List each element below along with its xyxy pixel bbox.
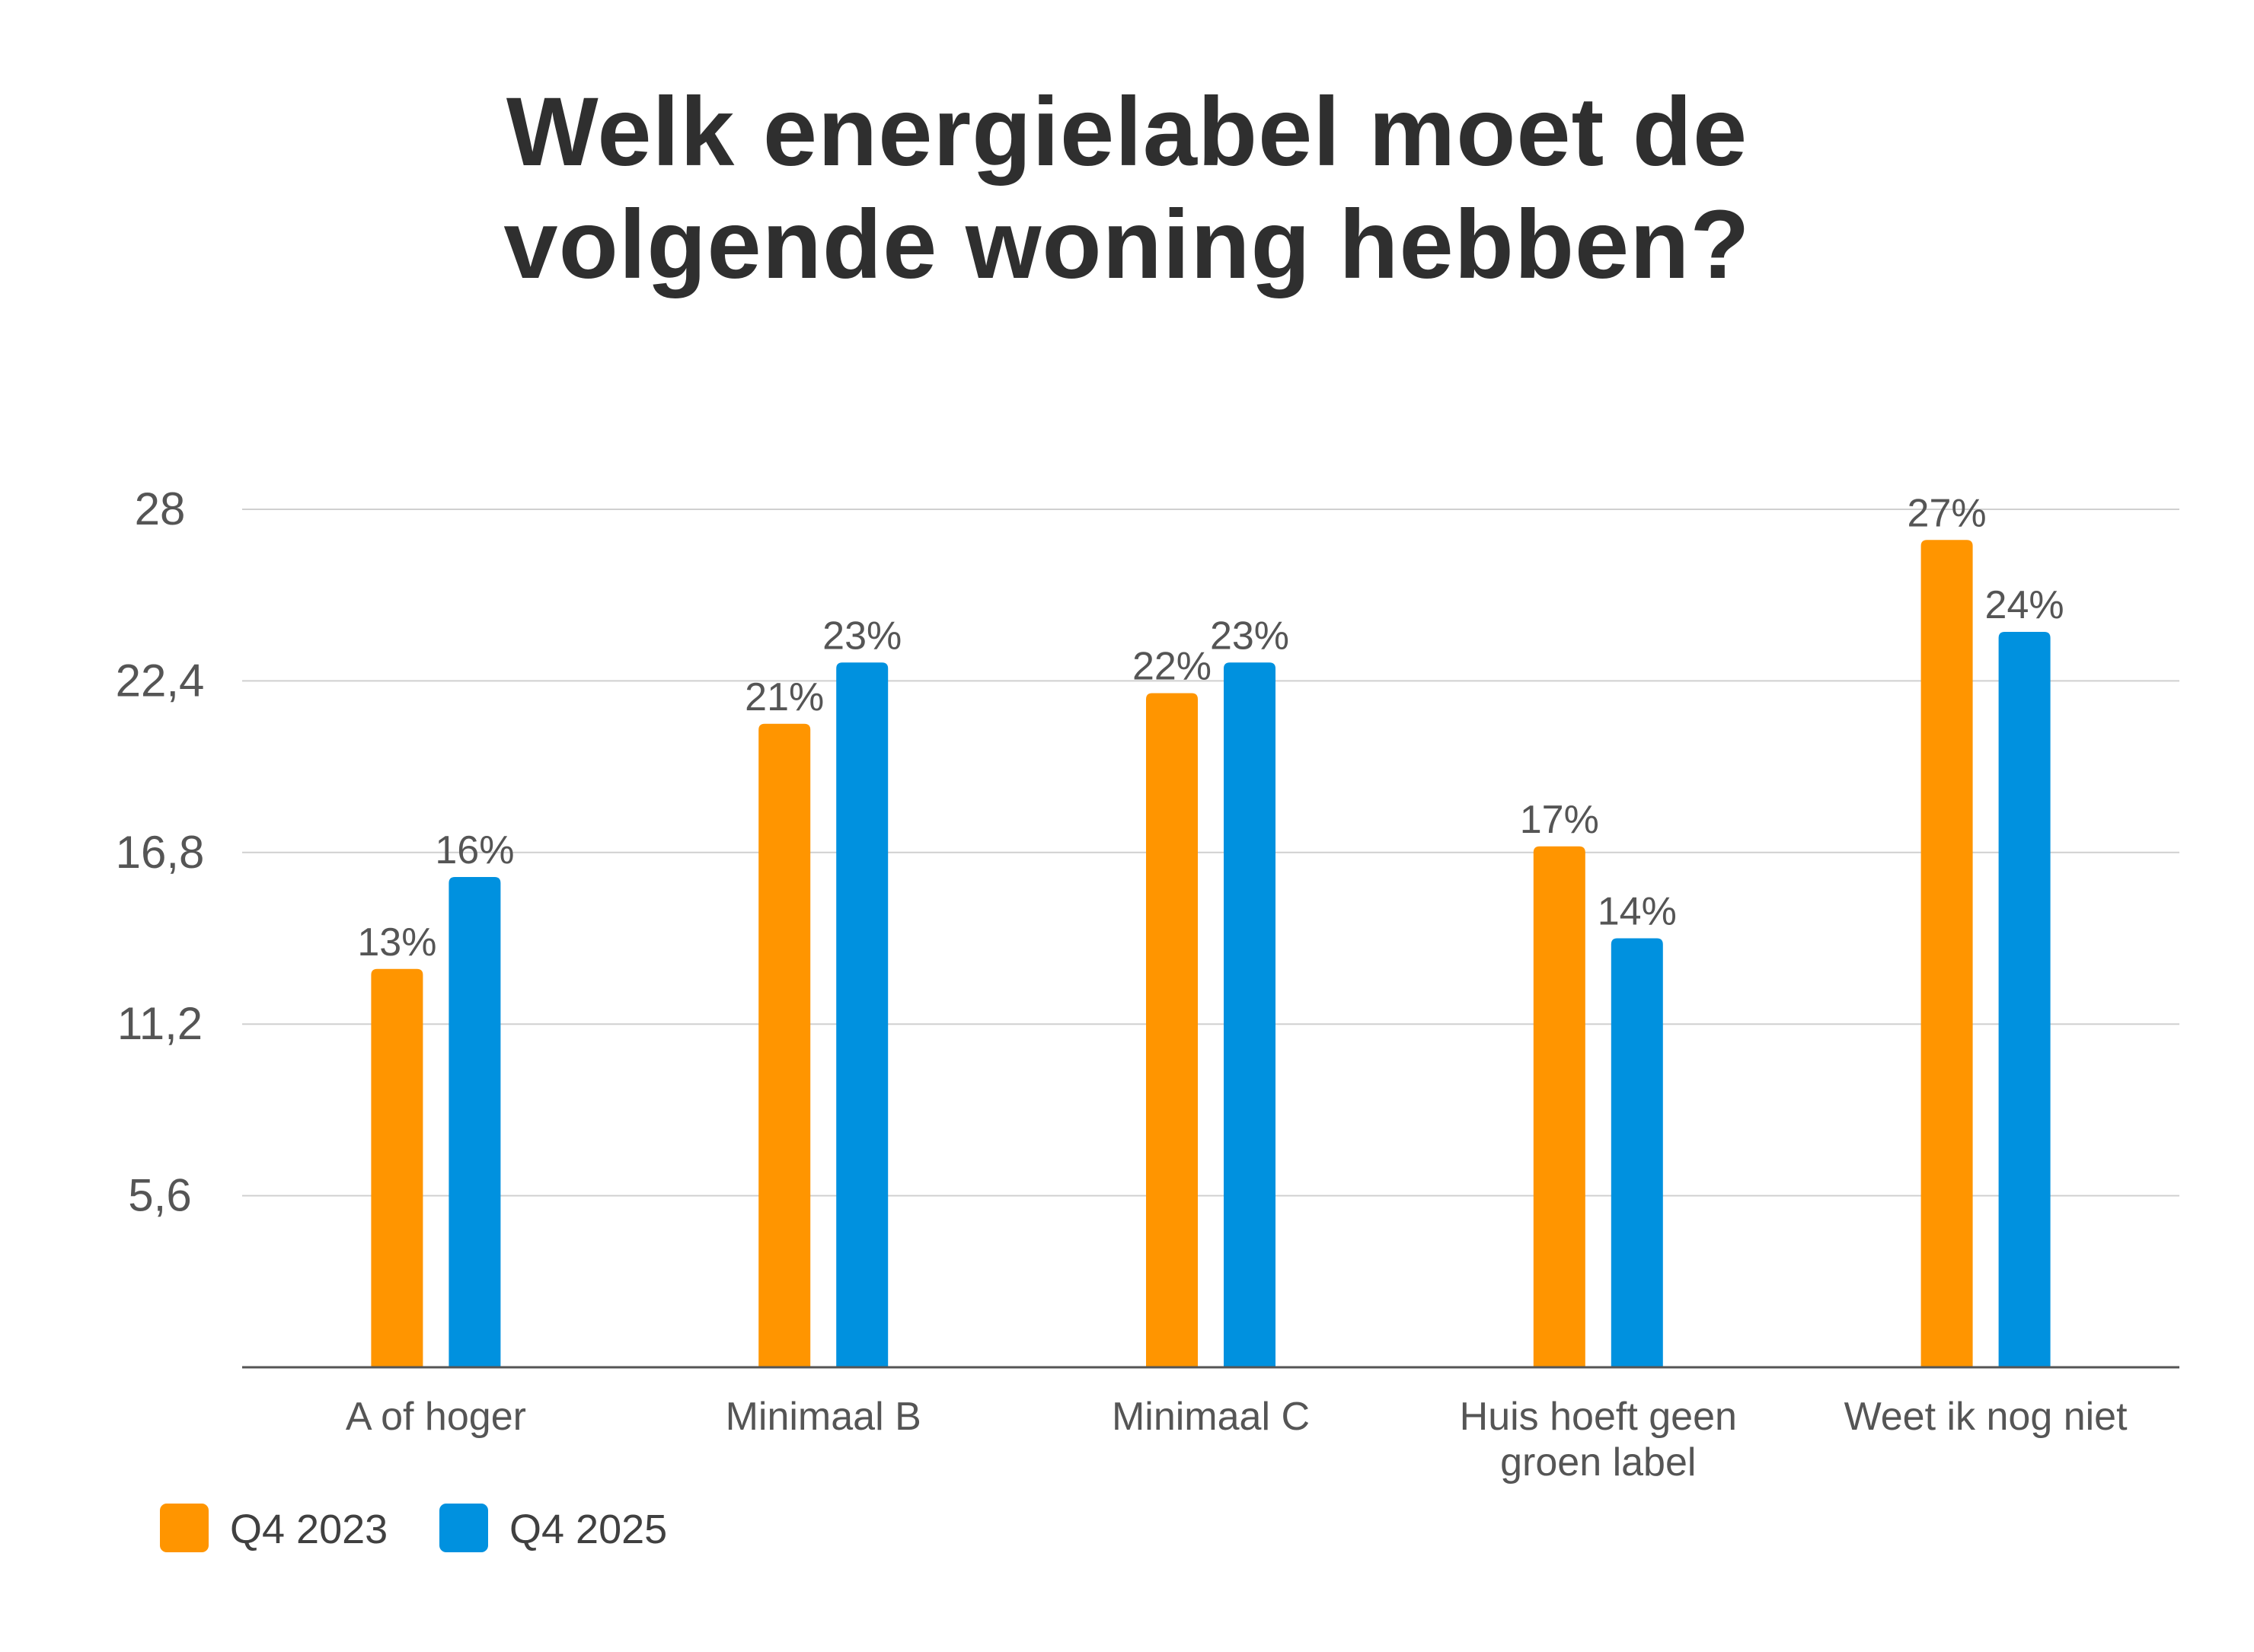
legend-swatch bbox=[439, 1504, 488, 1552]
chart-title: Welk energielabel moet de volgende wonin… bbox=[0, 76, 2254, 301]
bar bbox=[1533, 846, 1585, 1367]
legend-label: Q4 2025 bbox=[509, 1507, 667, 1552]
bar bbox=[758, 723, 811, 1367]
bar bbox=[1224, 662, 1275, 1367]
data-label: 17% bbox=[1520, 798, 1599, 842]
bars bbox=[371, 540, 2051, 1367]
y-tick-label: 22,4 bbox=[116, 655, 205, 706]
data-label: 27% bbox=[1908, 491, 1987, 535]
legend-label: Q4 2023 bbox=[230, 1507, 388, 1552]
data-label: 22% bbox=[1132, 645, 1212, 689]
data-label: 23% bbox=[822, 614, 902, 658]
bar bbox=[1998, 632, 2051, 1367]
data-label: 13% bbox=[357, 920, 436, 965]
bar bbox=[449, 877, 501, 1367]
data-label: 14% bbox=[1598, 890, 1677, 934]
y-tick-label: 28 bbox=[135, 483, 186, 534]
data-label: 23% bbox=[1210, 614, 1289, 658]
bar bbox=[1920, 540, 1973, 1367]
y-tick-label: 11,2 bbox=[117, 998, 203, 1049]
data-labels: 13%16%21%23%22%23%17%14%27%24% bbox=[357, 491, 2064, 965]
bar bbox=[371, 968, 423, 1367]
data-label: 24% bbox=[1985, 583, 2064, 627]
x-tick-label: Huis hoeft geen bbox=[1460, 1395, 1737, 1439]
x-tick-label: Minimaal C bbox=[1112, 1395, 1310, 1439]
bar bbox=[1611, 938, 1663, 1367]
legend-swatch bbox=[160, 1504, 209, 1552]
x-tick-label: A of hoger bbox=[346, 1395, 526, 1439]
gridlines bbox=[242, 509, 2179, 1197]
x-tick-label: Minimaal B bbox=[726, 1395, 921, 1439]
y-tick-label: 16,8 bbox=[116, 827, 205, 878]
data-label: 21% bbox=[745, 675, 824, 719]
y-tick-label: 5,6 bbox=[128, 1170, 191, 1221]
chart-title-line-1: Welk energielabel moet de bbox=[506, 78, 1748, 187]
bar bbox=[836, 662, 889, 1367]
chart-title-line-2: volgende woning hebben? bbox=[503, 190, 1751, 299]
legend: Q4 2023 Q4 2025 bbox=[160, 1504, 667, 1552]
x-tick-label: groen label bbox=[1500, 1440, 1696, 1485]
x-tick-label: Weet ik nog niet bbox=[1844, 1395, 2128, 1439]
axes: 5,6 11,2 16,8 22,4 28 A of hoger Minimaal B Min… bbox=[116, 483, 2179, 1485]
bar bbox=[1146, 693, 1198, 1367]
data-label: 16% bbox=[435, 828, 514, 872]
